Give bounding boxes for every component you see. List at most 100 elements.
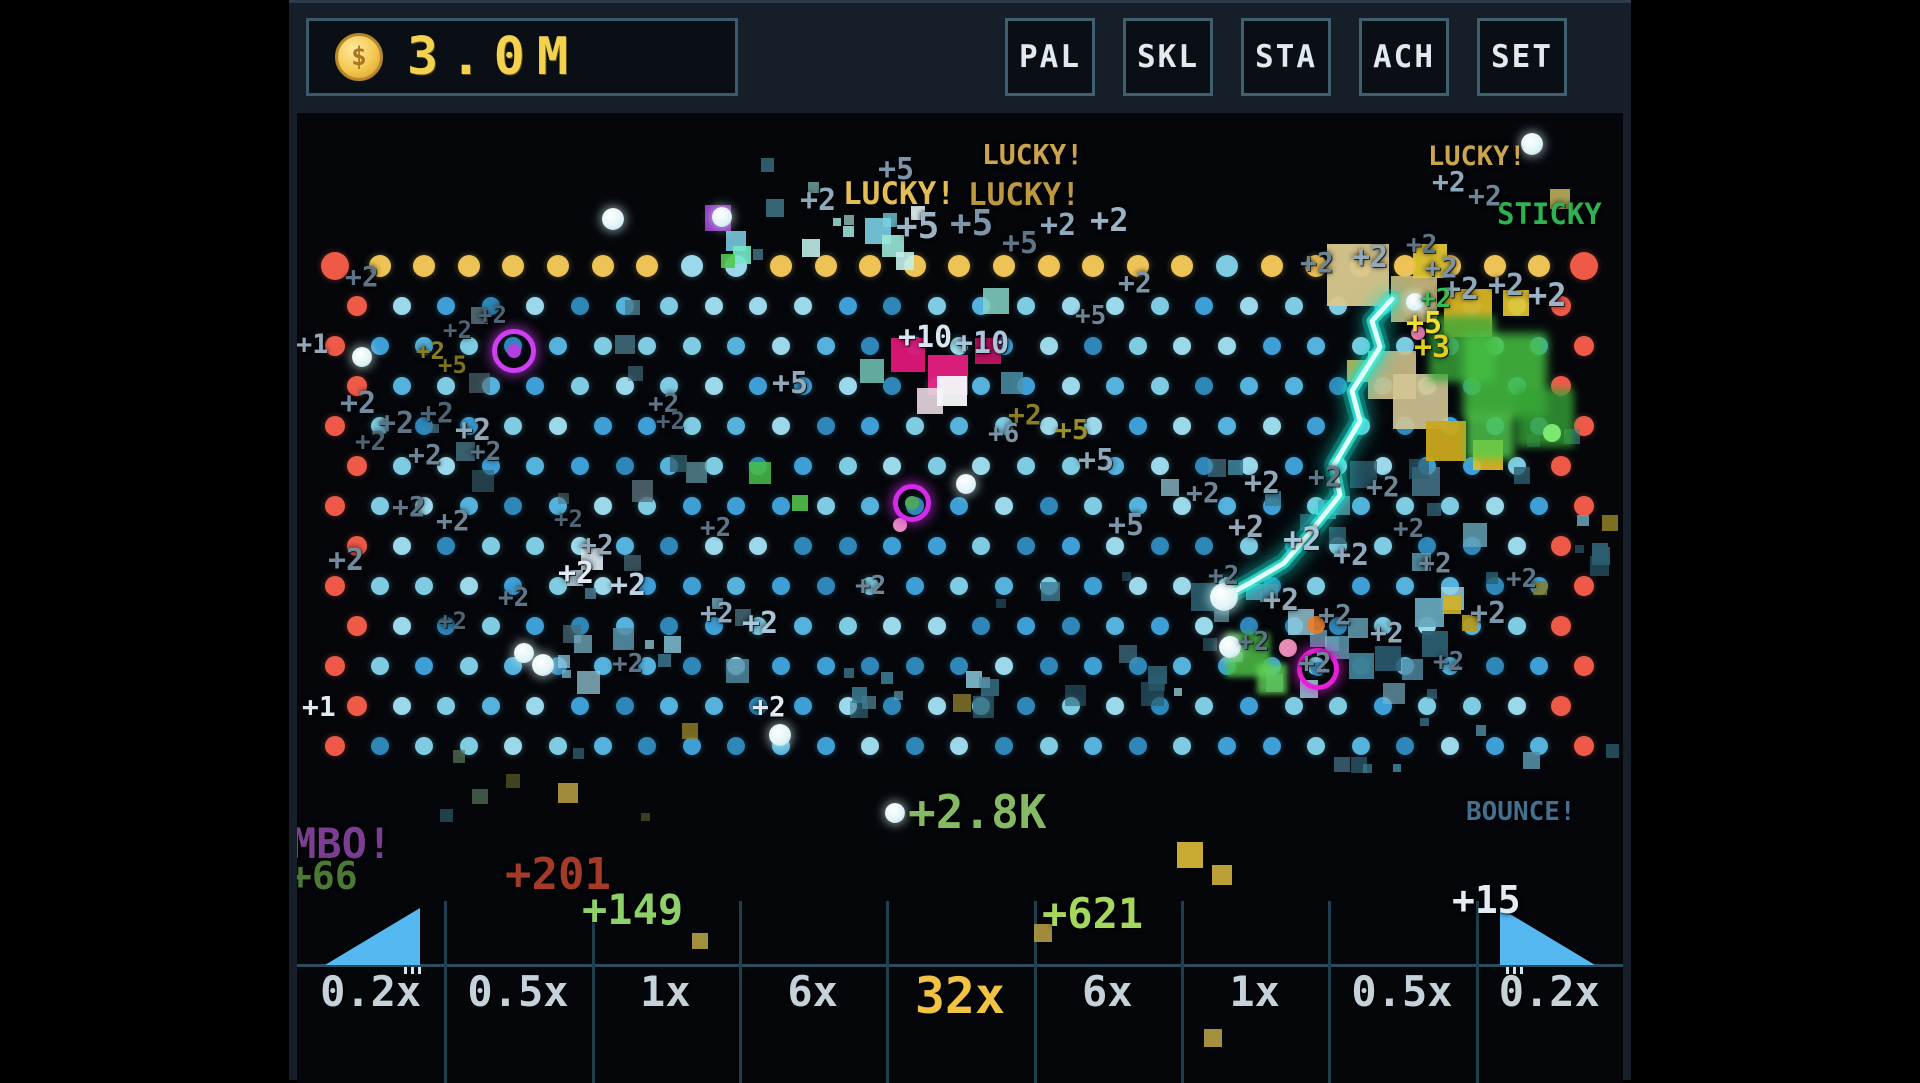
peg — [1216, 255, 1238, 277]
peg — [995, 657, 1013, 675]
particle — [1257, 664, 1287, 694]
particle — [894, 690, 904, 701]
particle — [577, 671, 601, 695]
peg — [504, 737, 523, 755]
peg — [457, 255, 480, 277]
particle — [627, 365, 644, 382]
peg — [1569, 252, 1598, 280]
peg — [1084, 497, 1103, 515]
peg — [1307, 737, 1326, 755]
particle — [1602, 515, 1618, 531]
slot-divider — [1475, 901, 1479, 1083]
particle — [1203, 637, 1218, 652]
floating-text: +2 — [1208, 561, 1240, 591]
skl-button[interactable]: SKL — [1123, 18, 1213, 96]
floating-text: +2 — [612, 649, 644, 679]
ball — [1521, 133, 1543, 155]
peg — [1218, 737, 1236, 755]
floating-text: +2 — [1238, 627, 1270, 657]
set-button[interactable]: SET — [1477, 18, 1567, 96]
particle — [1543, 424, 1561, 442]
particle — [1064, 684, 1086, 706]
peg — [905, 657, 924, 675]
peg — [1530, 657, 1549, 675]
peg — [1017, 697, 1035, 715]
particle — [850, 701, 868, 719]
floating-text: +2 — [1418, 546, 1452, 579]
peg — [459, 657, 478, 675]
peg — [948, 255, 971, 277]
peg — [1573, 496, 1594, 516]
particle — [1347, 360, 1369, 382]
floating-text: LUCKY! — [982, 138, 1084, 171]
particle — [669, 454, 688, 473]
peg — [883, 617, 902, 635]
peg — [526, 297, 545, 315]
floating-text: +2 — [1424, 251, 1458, 284]
peg — [549, 337, 567, 355]
peg — [1195, 617, 1214, 635]
floating-text: +10 — [898, 320, 953, 355]
peg — [1084, 577, 1103, 595]
particle — [1514, 467, 1531, 484]
peg — [772, 577, 790, 595]
peg — [638, 657, 657, 675]
peg — [638, 577, 657, 595]
floating-text: +2 — [800, 183, 837, 218]
peg — [1262, 417, 1281, 435]
floating-text: +5 — [772, 366, 809, 401]
floating-text: +2 — [1468, 179, 1502, 212]
particle — [1362, 763, 1373, 774]
bumper-flag[interactable] — [325, 908, 420, 965]
floating-text: +2 — [1393, 514, 1425, 544]
particle — [470, 306, 489, 325]
peg — [549, 737, 567, 755]
peg — [1551, 696, 1572, 716]
peg — [347, 536, 367, 556]
peg — [1017, 297, 1035, 315]
floating-text: +2 — [340, 386, 377, 421]
particle — [1589, 556, 1610, 577]
particle — [1463, 523, 1488, 548]
peg — [704, 617, 723, 635]
ball — [956, 474, 976, 494]
peg — [1171, 255, 1194, 277]
peg — [1262, 337, 1281, 355]
peg — [1573, 736, 1594, 756]
peg — [615, 537, 634, 555]
multiplier-slot-label: 6x — [1082, 967, 1133, 1016]
plinko-board[interactable]: 0.2x 0.5x 1x 6x 32x 6x 1x 0.5x 0.2x LUCKY! LUCKY! L… — [297, 113, 1623, 1083]
peg — [1106, 697, 1125, 715]
peg — [1084, 737, 1103, 755]
floating-text: +2 — [1228, 510, 1265, 545]
sta-button[interactable]: STA — [1241, 18, 1331, 96]
peg — [1150, 617, 1169, 635]
money-display: $ 3.0M — [306, 18, 738, 96]
peg — [1195, 537, 1214, 555]
peg — [1351, 577, 1370, 595]
ball — [352, 347, 372, 367]
peg — [1061, 617, 1080, 635]
floating-text: +2 — [855, 571, 887, 601]
multiplier-slot-label: 0.2x — [1498, 967, 1600, 1016]
floating-text: +2 — [1300, 246, 1334, 279]
particle — [1174, 687, 1183, 696]
floating-text: +2 — [408, 438, 442, 471]
floating-text: +2 — [1366, 470, 1400, 503]
particle — [469, 372, 490, 394]
peg — [972, 457, 991, 475]
peg — [1084, 337, 1103, 355]
particle — [972, 696, 995, 719]
peg — [437, 537, 456, 555]
particle — [752, 249, 764, 260]
particle — [843, 214, 855, 226]
peg — [727, 737, 746, 755]
peg — [415, 577, 434, 595]
ach-button[interactable]: ACH — [1359, 18, 1449, 96]
peg — [794, 537, 812, 555]
pal-button[interactable]: PAL — [1005, 18, 1095, 96]
particle — [585, 588, 597, 599]
particle — [1204, 1029, 1222, 1047]
peg — [794, 377, 812, 395]
peg — [660, 537, 679, 555]
